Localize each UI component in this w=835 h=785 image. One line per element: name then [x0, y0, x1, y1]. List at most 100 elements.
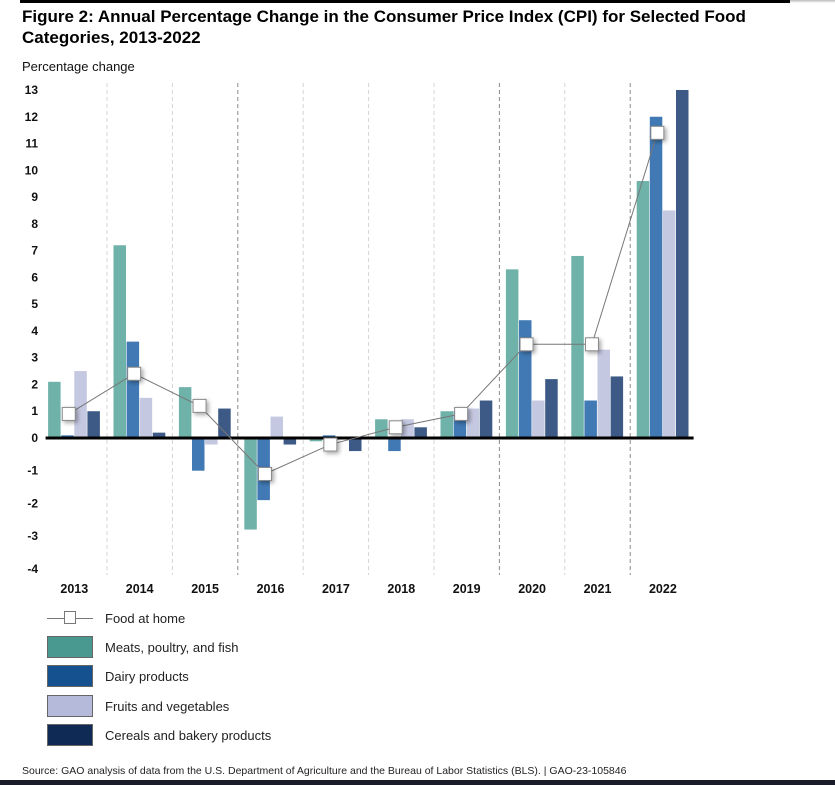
food-at-home-line: [61, 125, 665, 481]
y-tick-label: 11: [25, 137, 38, 151]
x-tick-label: 2017: [322, 582, 350, 596]
bar: [270, 416, 283, 438]
bar: [205, 438, 218, 445]
bar: [74, 371, 87, 438]
bar: [597, 349, 610, 438]
y-axis-label: Percentage change: [22, 59, 135, 74]
x-axis-ticks: 2013 2014 2015 2016 2017 2018 2019 2020 2021 2022: [60, 582, 676, 596]
bar: [610, 376, 624, 438]
legend-swatch: [47, 636, 93, 658]
food-at-home-marker: [323, 437, 338, 452]
bar: [244, 438, 257, 530]
y-tick-label: 3: [31, 351, 38, 365]
source-note: Source: GAO analysis of data from the U.…: [22, 765, 627, 777]
y-tick-label: 7: [31, 244, 38, 258]
bar: [414, 427, 427, 438]
food-at-home-marker: [257, 466, 272, 481]
bar: [349, 438, 362, 452]
y-tick-label: 2: [31, 377, 38, 391]
bar: [401, 419, 414, 438]
x-tick-label: 2015: [191, 582, 219, 596]
x-tick-label: 2019: [453, 582, 481, 596]
bar: [545, 379, 558, 438]
year-separators: [106, 83, 631, 575]
legend-item-meats: Meats, poultry, and fish: [47, 636, 347, 660]
bar: [375, 419, 388, 438]
legend-item-dairy: Dairy products: [47, 665, 347, 689]
bar: [139, 397, 153, 438]
top-rule: [20, 0, 790, 3]
legend-label: Meats, poultry, and fish: [105, 640, 239, 655]
y-tick-label: -4: [27, 562, 38, 576]
y-tick-label: 13: [25, 83, 39, 97]
bar: [192, 438, 205, 471]
food-at-home-marker: [584, 337, 599, 352]
legend-swatch: [47, 695, 93, 717]
legend-label: Dairy products: [105, 669, 189, 684]
bottom-rule: [0, 780, 835, 785]
bar: [636, 181, 650, 438]
figure-title: Figure 2: Annual Percentage Change in th…: [22, 7, 746, 47]
bar: [662, 210, 676, 438]
food-at-home-line-path: [68, 132, 658, 475]
y-tick-label: 6: [31, 270, 38, 284]
legend-label: Cereals and bakery products: [105, 728, 272, 743]
y-tick-label: 9: [31, 190, 38, 204]
series-meats-poultry-and-fish: [48, 181, 650, 530]
bar: [440, 411, 453, 438]
bar: [584, 400, 597, 438]
y-tick-label: 5: [31, 297, 38, 311]
bar: [676, 89, 689, 439]
bar: [126, 341, 140, 438]
x-tick-label: 2013: [60, 582, 88, 596]
bar: [388, 438, 401, 452]
x-tick-label: 2020: [518, 582, 546, 596]
bar: [309, 438, 323, 442]
food-at-home-marker: [519, 337, 534, 352]
bar: [48, 381, 61, 438]
food-at-home-marker: [454, 406, 469, 421]
x-tick-label: 2022: [649, 582, 677, 596]
food-at-home-marker: [388, 420, 403, 435]
bar: [532, 400, 545, 438]
food-at-home-marker: [650, 125, 665, 140]
x-tick-label: 2016: [257, 582, 285, 596]
x-tick-label: 2021: [584, 582, 612, 596]
y-tick-label: 1: [31, 404, 38, 418]
bar: [649, 116, 663, 438]
bar: [178, 387, 192, 438]
series-cereals-and-bakery-products: [87, 89, 689, 452]
legend-item-food-at-home: Food at home: [47, 607, 347, 631]
y-tick-label: -1: [27, 464, 38, 478]
series-fruits-and-vegetables: [74, 210, 676, 445]
bar: [87, 411, 100, 438]
legend-label: Fruits and vegetables: [105, 699, 230, 714]
y-tick-label: 4: [31, 324, 38, 338]
x-tick-label: 2018: [387, 582, 415, 596]
food-at-home-marker: [127, 366, 142, 381]
bar: [571, 255, 584, 438]
food-at-home-marker: [192, 398, 207, 413]
legend-square-marker-icon: [64, 611, 76, 624]
bar: [152, 432, 166, 438]
y-tick-label: 10: [25, 163, 39, 177]
bar: [466, 408, 480, 438]
y-tick-label: -2: [27, 496, 38, 510]
y-tick-label: -3: [27, 529, 38, 543]
bar: [218, 408, 231, 438]
bar: [113, 245, 126, 438]
legend-item-cereals-bakery: Cereals and bakery products: [47, 724, 347, 748]
top-rule-fade: [790, 0, 835, 3]
food-at-home-marker: [61, 406, 76, 421]
bar: [479, 400, 493, 438]
legend-swatch: [47, 724, 93, 746]
y-tick-label: 8: [31, 217, 38, 231]
legend-item-fruits-vegetables: Fruits and vegetables: [47, 695, 347, 719]
legend-swatch: [47, 665, 93, 687]
legend-label: Food at home: [105, 611, 186, 626]
bar: [505, 269, 519, 438]
y-tick-label: 0: [31, 431, 38, 445]
bar-series: [48, 89, 689, 530]
